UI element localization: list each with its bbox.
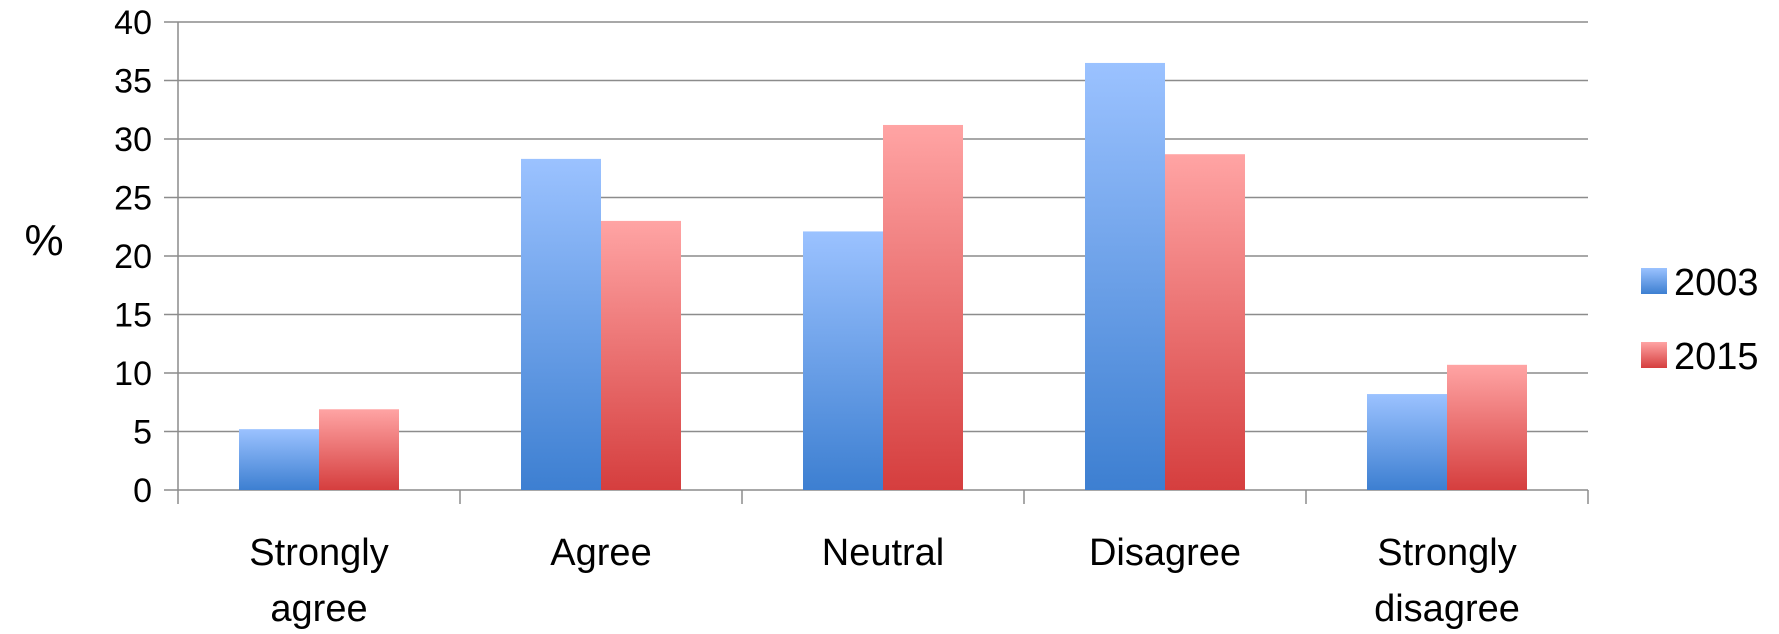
bar-2015-3 xyxy=(1165,154,1245,490)
legend-label-2003: 2003 xyxy=(1674,262,1759,304)
bar-2003-0 xyxy=(239,429,319,490)
y-tick-label: 0 xyxy=(133,472,152,510)
x-category-label: Disagree xyxy=(1089,532,1241,574)
y-tick-label: 15 xyxy=(114,297,152,335)
axes xyxy=(177,22,1589,504)
bar-2003-1 xyxy=(521,158,601,490)
y-tick-label: 40 xyxy=(114,4,152,42)
bar-2015-0 xyxy=(319,409,399,490)
bar-2003-2 xyxy=(803,231,883,490)
legend-label-2015: 2015 xyxy=(1674,336,1759,378)
x-category-label: Strongly disagree xyxy=(1374,532,1520,630)
bars xyxy=(239,62,1527,491)
y-tick-label: 20 xyxy=(114,238,152,276)
bar-2003-4 xyxy=(1367,394,1447,490)
y-tick-label: 5 xyxy=(133,414,152,452)
x-category-label: Strongly agree xyxy=(249,532,388,630)
legend-swatch-2003 xyxy=(1641,268,1667,294)
y-tick-label: 30 xyxy=(114,121,152,159)
y-tick-label: 35 xyxy=(114,63,152,101)
y-tick-label: 10 xyxy=(114,355,152,393)
bar-2015-4 xyxy=(1447,364,1527,490)
bar-2003-3 xyxy=(1085,62,1165,490)
y-axis-label: % xyxy=(24,216,63,265)
y-tick-label: 25 xyxy=(114,180,152,218)
x-category-label: Agree xyxy=(550,532,651,574)
bar-2015-2 xyxy=(883,124,963,491)
legend-swatch-2015 xyxy=(1641,342,1667,368)
x-category-label: Neutral xyxy=(822,532,945,574)
labels: 0 5 10 15 20 25 30 35 40 Strongly agree Agree Neutra… xyxy=(114,4,1520,630)
legend: 2003 2015 xyxy=(1641,262,1759,378)
bar-2015-1 xyxy=(601,220,681,490)
